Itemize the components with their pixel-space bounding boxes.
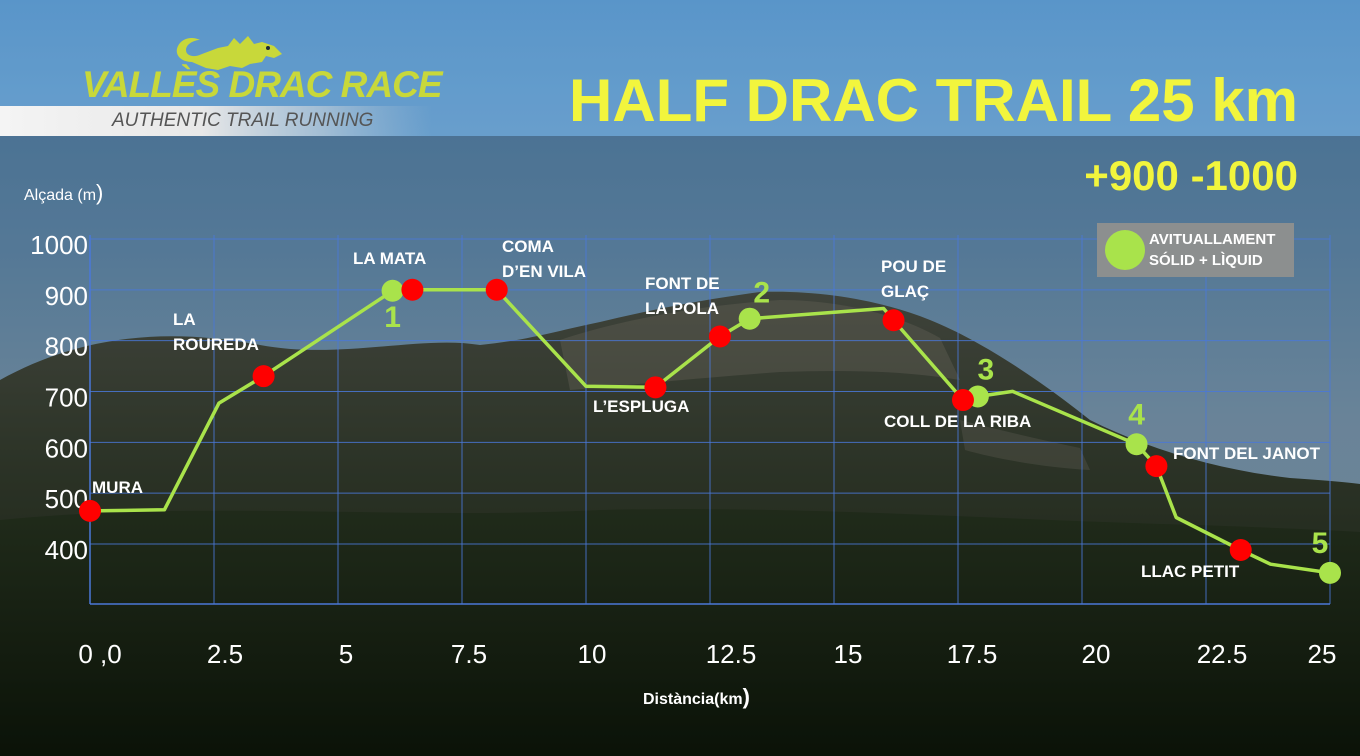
waypoint-label: L’ESPLUGA: [593, 397, 689, 416]
x-tick-label: 17.5: [947, 639, 998, 669]
x-tick-label: 20: [1082, 639, 1111, 669]
waypoint-label: MURA: [92, 478, 143, 497]
brand-tagline: AUTHENTIC TRAIL RUNNING: [112, 110, 374, 131]
waypoint-label: COMA D’EN VILA: [502, 237, 586, 281]
y-axis-label: Alçada (m): [24, 180, 104, 205]
waypoint-label: LA MATA: [353, 249, 426, 268]
waypoint-label-line: LA: [173, 310, 196, 329]
waypoint-marker: [1229, 539, 1252, 561]
x-tick-label: 2.5: [207, 639, 243, 669]
waypoint-label-line: LA MATA: [353, 249, 426, 268]
y-tick-label: 1000: [30, 230, 88, 260]
x-tick-label: 10: [578, 639, 607, 669]
waypoint-label-line: MURA: [92, 478, 143, 497]
y-tick-label: 800: [45, 332, 88, 362]
aid-station-number: 2: [753, 277, 770, 310]
legend-aid-station-marker: [1105, 230, 1145, 270]
waypoint-label-line: LLAC PETIT: [1141, 562, 1240, 581]
x-tick-label: 25: [1308, 639, 1337, 669]
waypoint-label-line: FONT DEL JANOT: [1173, 444, 1321, 463]
y-tick-label: 600: [45, 433, 88, 463]
waypoint-marker: [644, 376, 667, 399]
brand-name: VALLÈS DRAC RACE: [82, 64, 442, 105]
elevation-profile-line: [89, 287, 1331, 575]
waypoint-marker: [708, 325, 731, 348]
legend: AVITUALLAMENT SÓLID + LÌQUID: [1097, 223, 1294, 277]
waypoint-marker: [882, 309, 905, 332]
waypoint-label: LA ROUREDA: [173, 310, 259, 354]
x-tick-label: 15: [834, 639, 863, 669]
waypoint-marker: [951, 389, 974, 412]
waypoint-label-line: L’ESPLUGA: [593, 397, 689, 416]
race-title: HALF DRAC TRAIL 25 km: [569, 67, 1298, 134]
aid-station-number: 1: [384, 301, 401, 334]
race-logo: VALLÈS DRAC RACE AUTHENTIC TRAIL RUNNING: [82, 32, 442, 137]
y-tick-label: 400: [45, 535, 88, 565]
y-tick-label: 700: [45, 383, 88, 413]
waypoint-marker: [401, 278, 424, 301]
waypoint-label: POU DE GLAÇ: [881, 257, 946, 301]
x-tick-label: 0 ,0: [78, 639, 121, 669]
waypoint-label-line: ROUREDA: [173, 335, 259, 354]
aid-station-marker: [1125, 433, 1148, 456]
waypoint-marker: [485, 278, 508, 301]
waypoint-label-line: COLL DE LA RIBA: [884, 412, 1031, 431]
x-tick-label: 12.5: [706, 639, 757, 669]
x-axis-label: Distància(km): [643, 684, 750, 709]
aid-station-number: 3: [977, 353, 994, 386]
waypoint-label-line: FONT DE: [645, 274, 720, 293]
waypoint-label-line: D’EN VILA: [502, 262, 586, 281]
waypoint-label: FONT DE LA POLA: [645, 274, 720, 318]
elevation-gain-loss: +900 -1000: [1084, 152, 1298, 199]
aid-station-marker: [381, 279, 404, 302]
x-tick-label: 22.5: [1197, 639, 1248, 669]
aid-station-marker: [1319, 561, 1341, 584]
waypoint-label: COLL DE LA RIBA: [884, 412, 1031, 431]
aid-station-number: 5: [1312, 527, 1329, 560]
dragon-icon: [176, 36, 282, 70]
waypoint-marker: [252, 365, 275, 388]
waypoint-label: LLAC PETIT: [1141, 562, 1240, 581]
waypoint-marker: [79, 499, 101, 522]
waypoint-label-line: LA POLA: [645, 299, 719, 318]
x-tick-label: 7.5: [451, 639, 487, 669]
waypoint-label-line: GLAÇ: [881, 282, 929, 301]
waypoint-marker: [1145, 455, 1168, 478]
waypoint-label-line: COMA: [502, 237, 554, 256]
waypoint-label: FONT DEL JANOT: [1173, 444, 1321, 463]
waypoint-label-line: POU DE: [881, 257, 946, 276]
legend-label: AVITUALLAMENT SÓLID + LÌQUID: [1149, 231, 1276, 269]
x-tick-label: 5: [339, 639, 353, 669]
aid-station-number: 4: [1128, 398, 1145, 431]
aid-station-marker: [738, 307, 761, 330]
y-tick-label: 900: [45, 281, 88, 311]
